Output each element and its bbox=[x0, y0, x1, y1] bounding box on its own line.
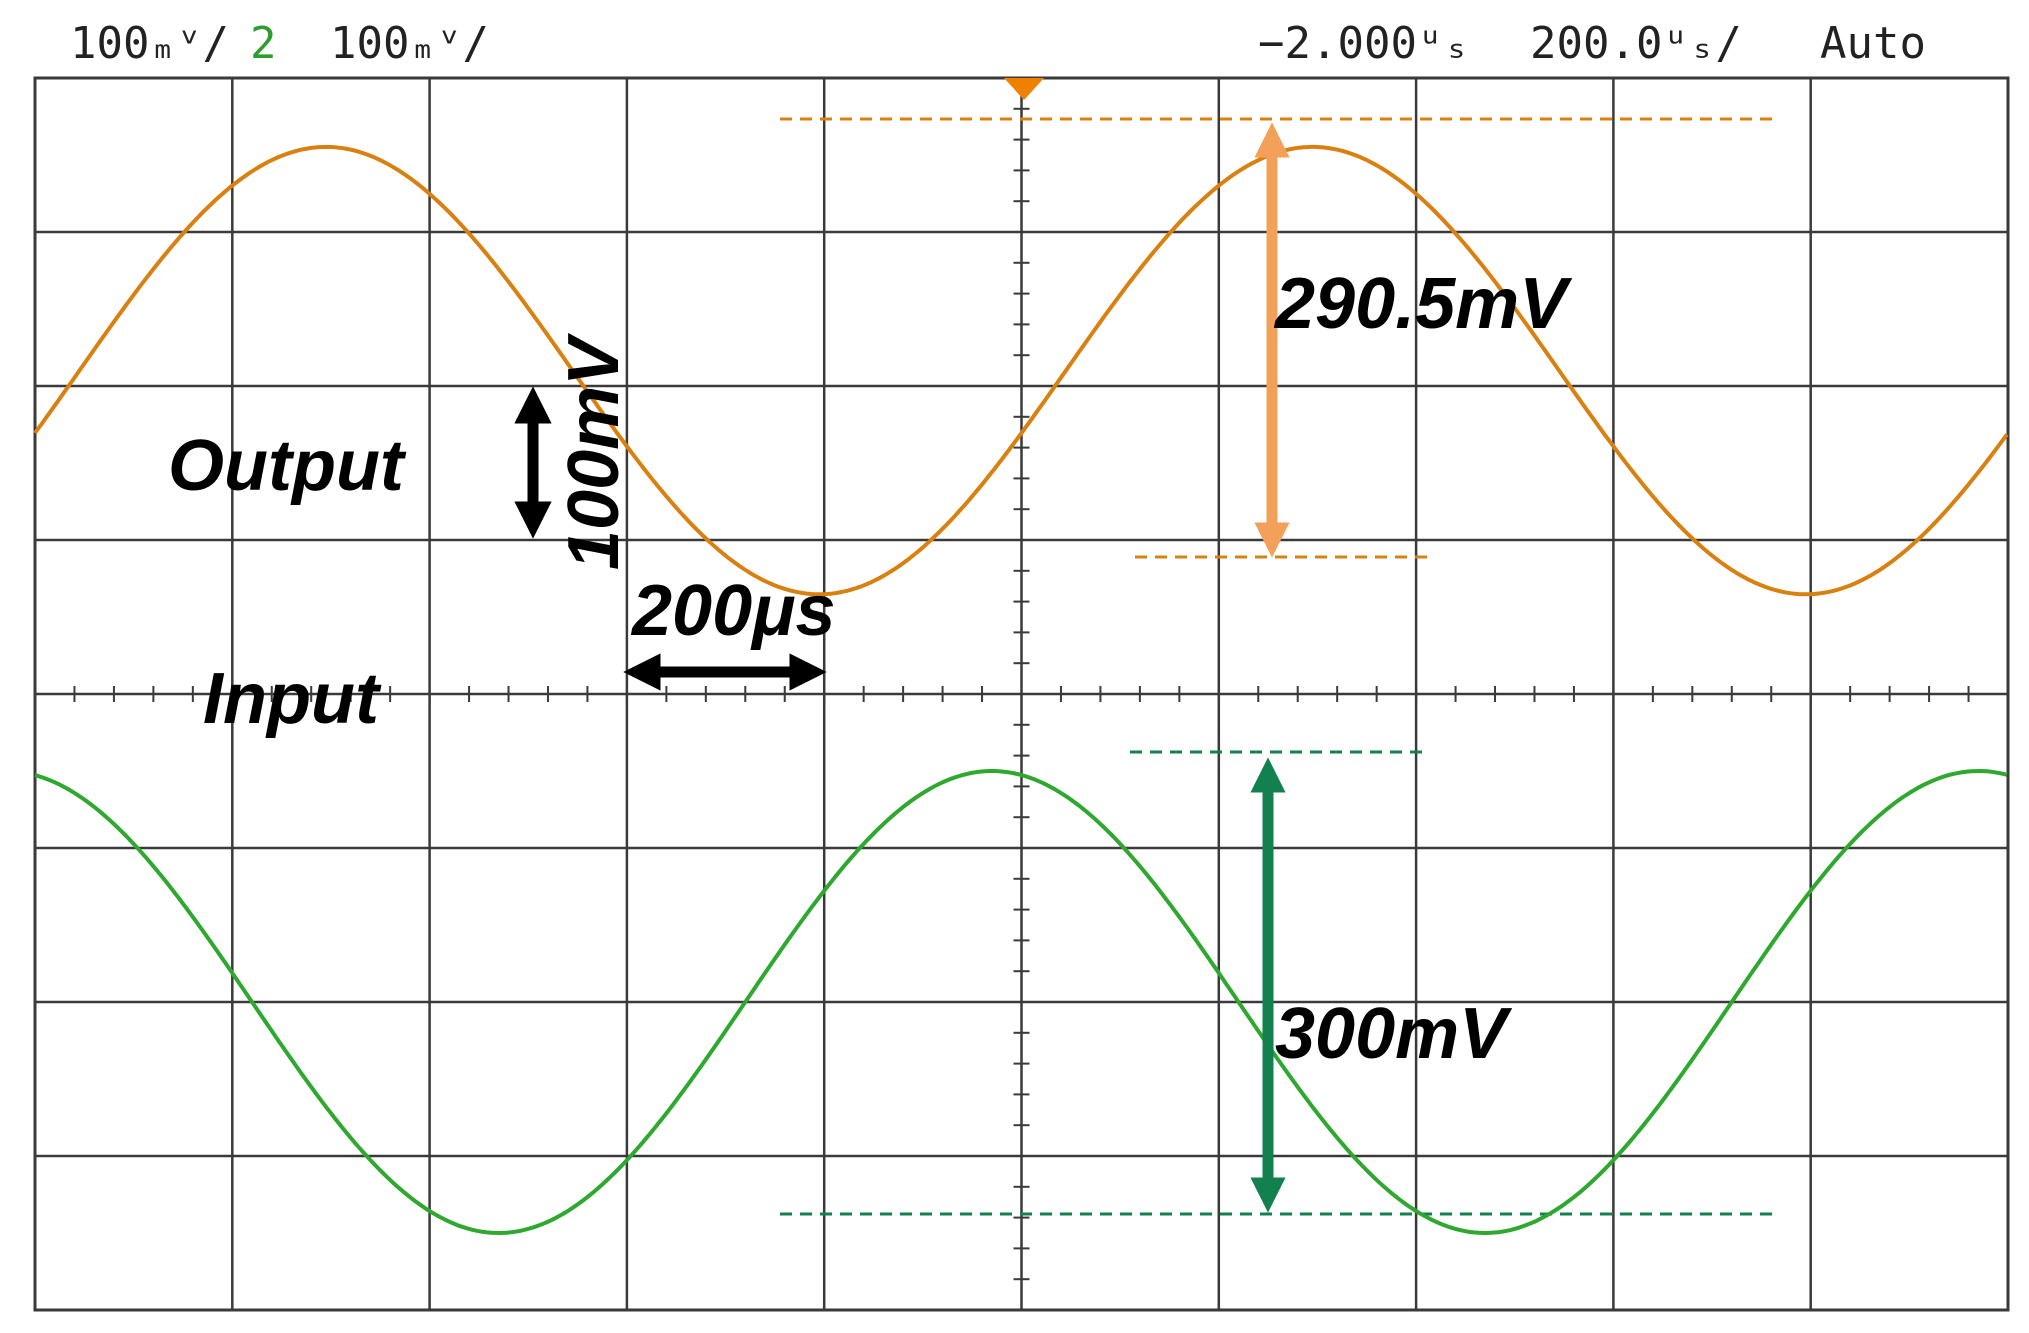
volt-division-label: 100mV bbox=[554, 332, 634, 570]
ch2-scale: 100ₘᵛ/ bbox=[330, 18, 489, 69]
output-label: Output bbox=[168, 426, 407, 506]
output-trace bbox=[33, 144, 2009, 597]
trigger-mode: Auto bbox=[1820, 18, 1926, 69]
trigger-position-marker bbox=[1004, 78, 1044, 100]
graticule bbox=[33, 76, 2010, 1312]
ch1-scale: 100ₘᵛ/ bbox=[70, 18, 229, 69]
time-division-label: 200μs bbox=[630, 571, 836, 651]
input-amplitude-label: 300mV bbox=[1275, 994, 1513, 1074]
input-label: Input bbox=[203, 659, 382, 739]
input-trace bbox=[34, 768, 2008, 1236]
time-offset: −2.000ᵘₛ bbox=[1258, 18, 1470, 69]
annotations: Output Input 100mV 200μs 290.5mV 300mV bbox=[168, 264, 1573, 1074]
output-amplitude-label: 290.5mV bbox=[1273, 264, 1573, 344]
status-bar: 100ₘᵛ/ 2 100ₘᵛ/ −2.000ᵘₛ 200.0ᵘₛ/ Auto bbox=[70, 18, 1926, 69]
time-scale: 200.0ᵘₛ/ bbox=[1530, 18, 1742, 69]
ch2-number: 2 bbox=[250, 18, 277, 69]
